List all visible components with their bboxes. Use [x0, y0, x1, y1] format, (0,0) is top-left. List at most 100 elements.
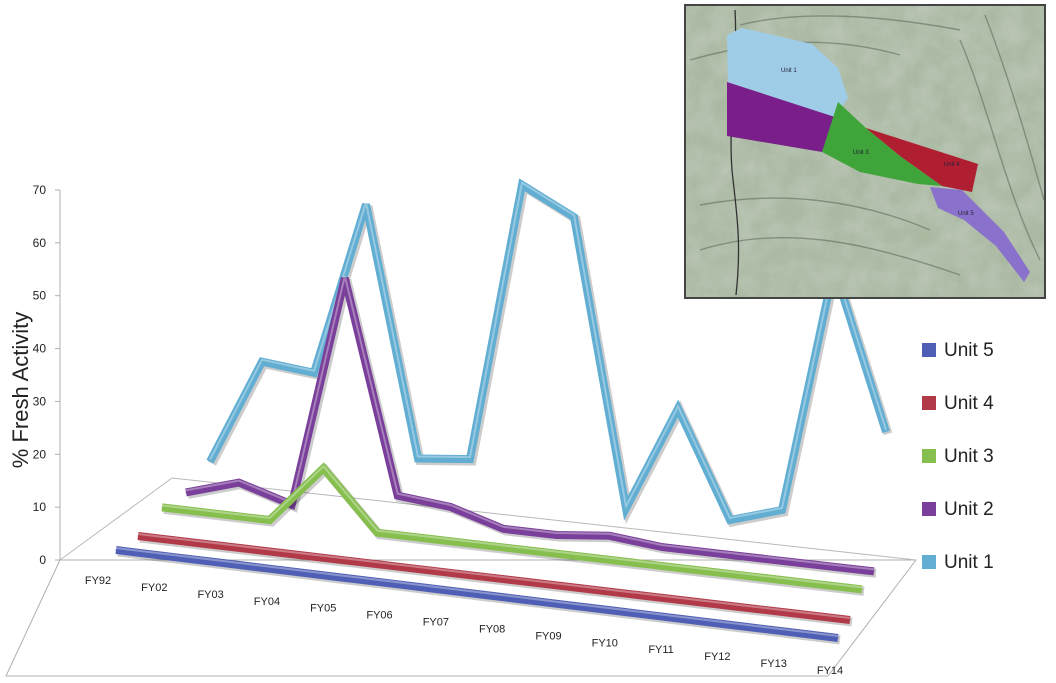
series-layer	[115, 178, 893, 645]
series-line	[137, 532, 851, 624]
data-point	[794, 613, 796, 614]
data-point	[538, 551, 540, 553]
x-tick-label: FY07	[423, 617, 449, 629]
x-tick-label: FY10	[592, 637, 618, 649]
data-point	[261, 361, 263, 363]
data-point	[238, 482, 240, 484]
data-point	[484, 544, 486, 546]
data-point	[521, 184, 523, 186]
data-point	[615, 610, 617, 612]
series-line	[206, 178, 890, 525]
y-tick-label: 60	[33, 236, 47, 250]
legend-swatch	[922, 449, 936, 463]
map-label-unit-4: Unit 4	[944, 162, 960, 168]
legend-label: Unit 4	[944, 393, 994, 414]
data-point	[873, 570, 875, 572]
x-tick-label: FY12	[704, 651, 730, 663]
x-tick-label: FY03	[197, 589, 223, 601]
x-tick-label: FY02	[141, 582, 167, 594]
legend-item: Unit 5	[922, 340, 994, 361]
legend: Unit 5 Unit 4 Unit 3 Unit 2 Unit 1	[922, 340, 994, 573]
data-point	[247, 548, 248, 550]
data-point	[215, 513, 217, 515]
legend-swatch	[922, 343, 936, 357]
data-point	[301, 554, 303, 556]
map-unit-3	[822, 102, 942, 186]
data-point	[573, 216, 575, 218]
data-point	[661, 546, 663, 548]
series-highlight	[185, 275, 875, 571]
series-line	[161, 462, 863, 594]
data-point	[448, 590, 450, 592]
y-tick-label: 40	[33, 342, 47, 356]
x-tick-label: FY13	[761, 658, 787, 670]
data-point	[740, 606, 741, 608]
data-point	[729, 519, 731, 521]
data-point	[450, 506, 452, 508]
y-tick-label: 20	[33, 447, 47, 461]
data-point	[781, 509, 783, 511]
x-tick-label: FY08	[479, 623, 505, 635]
data-point	[556, 534, 557, 536]
x-tick-label: FY11	[648, 644, 673, 656]
data-point	[269, 519, 271, 521]
legend-item: Unit 1	[922, 552, 994, 573]
series-unit-5	[115, 546, 841, 645]
data-point	[837, 637, 839, 639]
map-unit-1	[727, 28, 848, 122]
data-point	[670, 617, 672, 619]
data-point	[344, 277, 346, 279]
data-point	[677, 408, 679, 409]
y-axis-ticks: 0 10 20 30 40 50 60 70	[33, 183, 60, 567]
data-point	[337, 576, 339, 578]
data-point	[559, 603, 561, 605]
legend-label: Unit 3	[944, 446, 994, 467]
data-point	[185, 491, 187, 493]
series-highlight	[209, 181, 887, 520]
map-frame	[684, 4, 1046, 299]
data-point	[782, 630, 783, 632]
series-highlight	[115, 547, 839, 637]
data-point	[356, 561, 358, 563]
series-highlight	[161, 464, 863, 589]
data-point	[192, 542, 194, 543]
series-line	[115, 546, 839, 642]
data-point	[575, 587, 577, 589]
data-point	[430, 538, 432, 540]
data-point	[161, 506, 163, 508]
data-point	[137, 535, 139, 537]
series-unit-3	[161, 462, 865, 596]
data-point	[115, 549, 117, 551]
legend-item: Unit 3	[922, 446, 994, 467]
y-axis-title: % Fresh Activity	[8, 312, 33, 468]
series-highlight	[137, 533, 851, 619]
data-point	[861, 588, 863, 590]
data-point	[323, 467, 324, 469]
y-tick-label: 0	[39, 553, 46, 567]
data-point	[726, 624, 728, 625]
data-point	[466, 574, 468, 576]
map-unit-4	[866, 128, 978, 192]
legend-label: Unit 2	[944, 499, 994, 520]
data-point	[417, 458, 419, 459]
data-point	[685, 600, 687, 602]
data-point	[820, 564, 822, 566]
x-axis-ticks: FY92 FY02 FY03 FY04 FY05 FY06 FY07 FY08 FY09 FY10…	[85, 575, 843, 677]
floor-left-edge	[59, 477, 173, 561]
data-point	[608, 535, 610, 537]
series-unit-2	[185, 275, 877, 578]
data-point	[714, 552, 716, 554]
legend-swatch	[922, 502, 936, 516]
data-point	[630, 593, 632, 595]
data-point	[282, 569, 284, 571]
data-point	[365, 203, 367, 205]
data-point	[503, 528, 504, 530]
data-point	[767, 558, 769, 560]
map-unit-2	[727, 82, 838, 152]
legend-item: Unit 2	[922, 499, 994, 520]
map-unit-5	[930, 187, 1030, 282]
series-unit-4	[137, 532, 853, 627]
map-label-unit-3: Unit 3	[853, 150, 869, 156]
y-tick-label: 50	[33, 289, 47, 303]
y-tick-label: 30	[33, 394, 47, 408]
